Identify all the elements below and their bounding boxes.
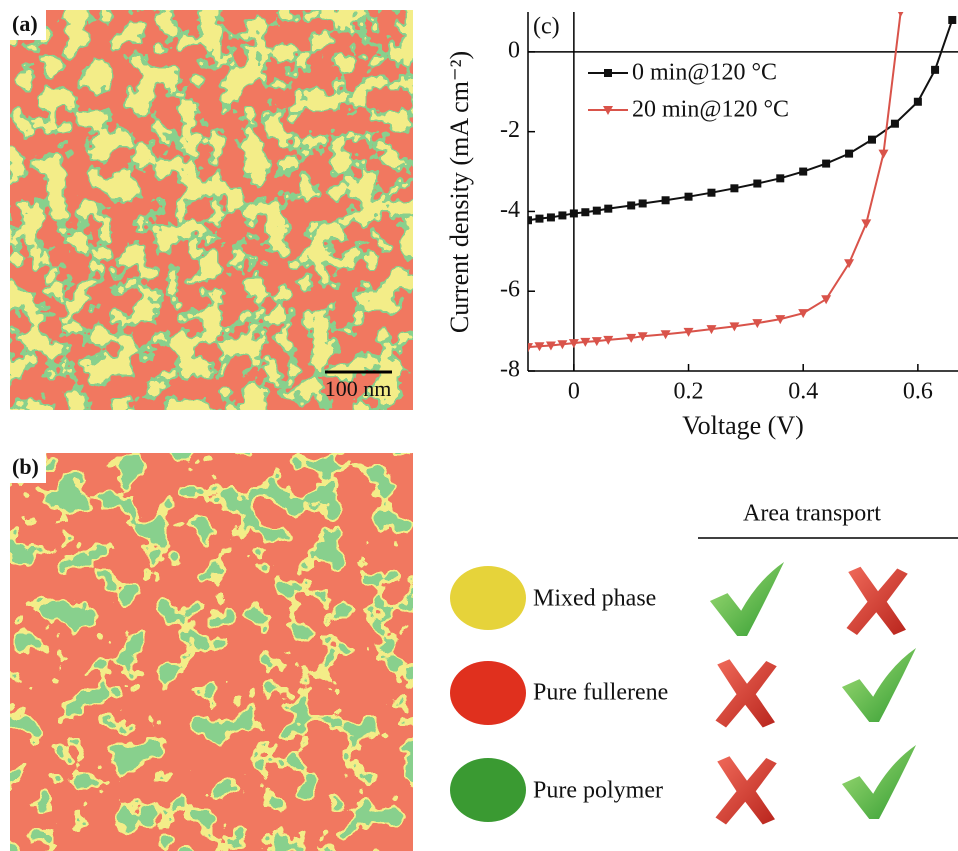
y-tick-label: 0 [508,37,520,63]
check-icon [841,647,917,723]
scale-bar-label: 100 nm [325,376,392,401]
marker [897,12,904,17]
marker [706,325,717,335]
legend-label: 20 min@120 °C [632,97,789,123]
panel-label: (c) [533,14,560,40]
marker [878,149,889,159]
cross-icon [846,566,908,635]
marker [535,214,544,223]
marker [776,174,785,183]
marker [683,327,694,337]
x-tick-label: 0 [568,379,580,405]
marker [581,208,590,217]
swatch [450,566,526,630]
marker [775,315,786,325]
x-axis-label: Voltage (V) [682,411,804,440]
x-tick-label: 0.6 [903,379,933,405]
legend-label: 0 min@120 °C [632,60,777,86]
marker [627,201,636,210]
marker [528,343,533,353]
marker [557,340,568,350]
marker [545,341,556,351]
y-tick-label: -8 [500,357,520,383]
marker [913,97,922,106]
marker [546,213,555,222]
series-line [528,12,902,349]
marker [730,184,739,193]
marker [822,159,831,168]
panel-label: (b) [12,454,39,479]
marker [603,335,614,345]
plot-area [528,12,957,353]
marker [931,65,940,74]
marker [661,196,670,205]
swatch [450,758,526,822]
marker [637,332,648,342]
cross-icon [715,659,777,728]
afm-map-b [10,453,413,851]
marker [534,342,545,352]
marker [753,179,762,188]
y-tick-label: -4 [500,197,520,223]
marker [890,119,899,128]
row-label: Pure polymer [533,778,663,804]
marker [626,333,637,343]
legend-marker [603,106,613,115]
marker [569,209,578,218]
y-axis-label: Current density (mA cm⁻²) [445,51,474,333]
swatch [450,661,526,725]
marker [868,135,876,144]
marker [729,322,740,332]
y-tick-label: -2 [500,117,520,143]
cross-icon [715,756,777,825]
marker [660,330,671,340]
marker [798,309,809,319]
check-icon [709,561,785,637]
label-bg [10,453,46,483]
x-tick-label: 0.4 [788,379,818,405]
marker [845,149,854,158]
marker [592,206,601,215]
marker [752,319,763,329]
row-label: Mixed phase [533,586,656,612]
row-label: Pure fullerene [533,680,668,706]
marker [558,211,567,220]
marker [638,199,647,208]
marker [528,216,532,225]
marker [844,259,855,269]
marker [580,337,591,347]
x-tick-label: 0.2 [674,379,704,405]
legend-marker [604,69,612,77]
marker [799,167,808,176]
marker [568,339,579,349]
marker [591,337,602,347]
panel-label: (a) [12,11,38,36]
label-bg [10,10,46,40]
y-tick-label: -6 [500,277,520,303]
marker [707,188,716,197]
marker [604,204,613,213]
marker [948,15,957,24]
afm-map-a [10,10,413,410]
marker [821,295,832,305]
check-icon [841,744,917,820]
marker [684,192,693,201]
marker [861,219,872,229]
chart: 0 0.2 0.4 0.6 -8 -6 -4 -2 0 (c) Voltage (V) Current… [445,12,958,440]
table-header: Area transport [743,501,881,527]
